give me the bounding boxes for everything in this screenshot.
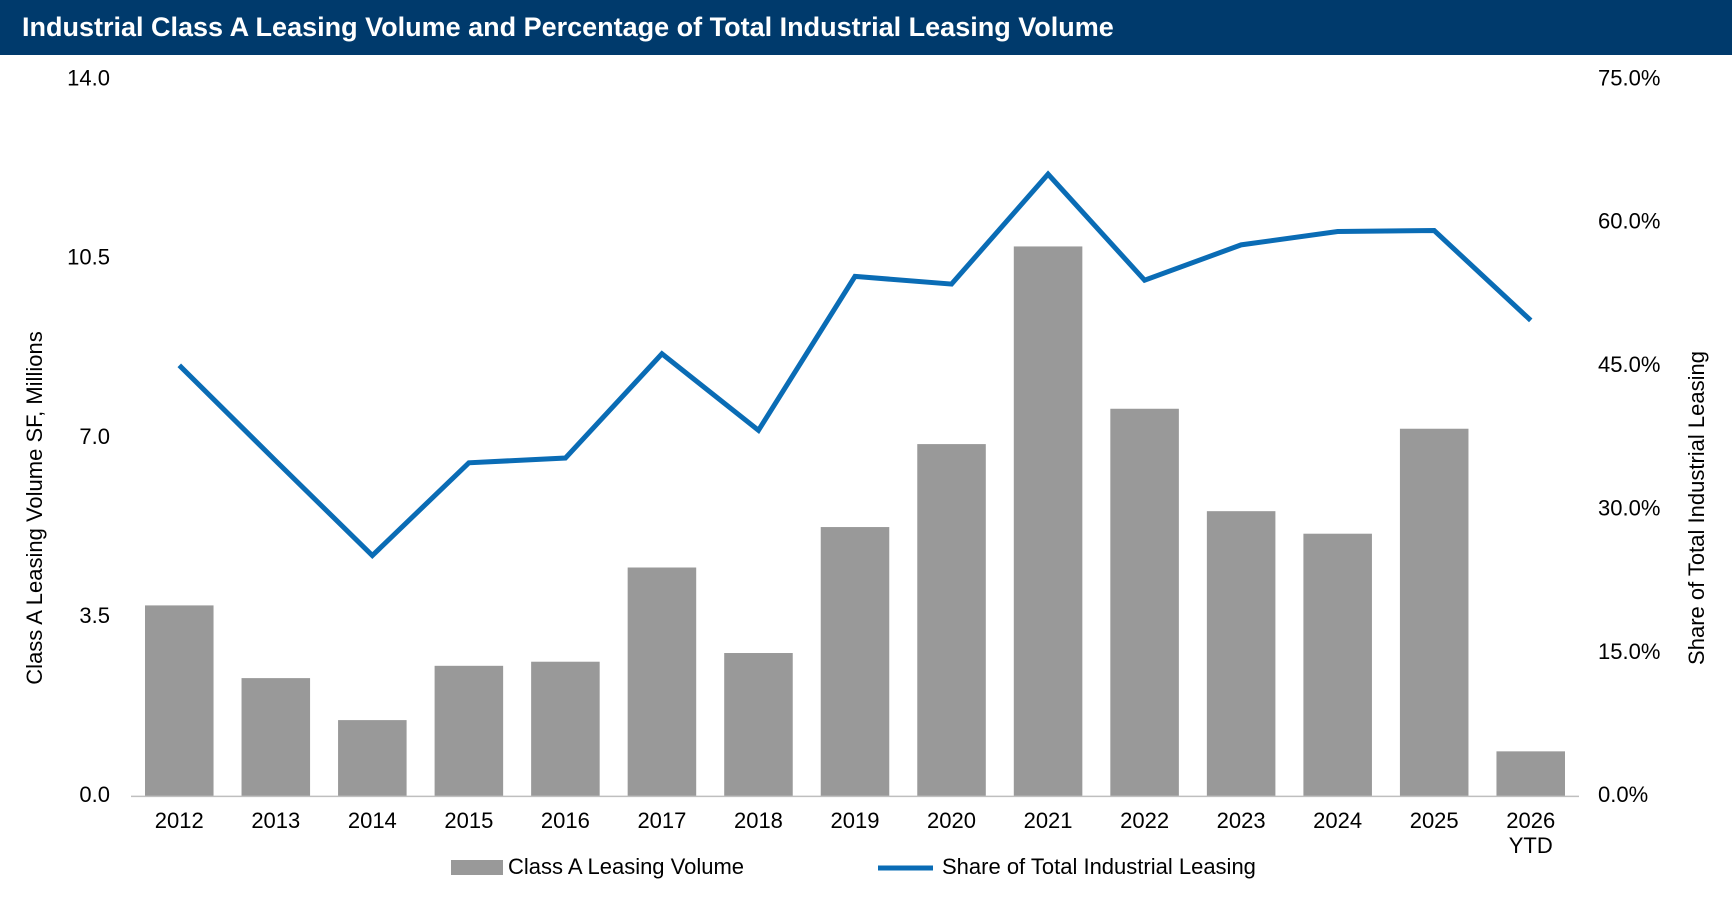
bar xyxy=(820,527,890,797)
bar xyxy=(1496,751,1566,797)
y-axis-title: Class A Leasing Volume SF, Millions xyxy=(22,331,47,684)
y2-tick-label: 75.0% xyxy=(1598,65,1660,90)
x-tick-label: 2019 xyxy=(830,808,880,834)
x-tick-label: 2023 xyxy=(1216,808,1266,834)
bar xyxy=(1013,246,1083,797)
line xyxy=(177,170,1533,560)
y-tick-label: 10.5 xyxy=(67,245,110,270)
bar xyxy=(531,661,600,797)
bar xyxy=(1399,428,1469,797)
title-bar xyxy=(0,0,1732,55)
bar xyxy=(434,665,504,797)
bar xyxy=(1206,511,1276,797)
y2-tick-label: 60.0% xyxy=(1598,209,1660,234)
x-tick-label: 2015 xyxy=(444,808,494,834)
x-tick-label: 2018 xyxy=(733,808,783,834)
y2-axis-title: Share of Total Industrial Leasing xyxy=(1684,351,1709,665)
chart-title: Industrial Class A Leasing Volume and Pe… xyxy=(22,12,1114,42)
bar xyxy=(724,653,793,797)
bar xyxy=(1303,533,1372,797)
legend-label: Class A Leasing Volume xyxy=(508,854,744,879)
y-tick-label: 0.0 xyxy=(79,782,110,807)
y2-tick-label: 0.0% xyxy=(1598,782,1648,807)
y-tick-label: 14.0 xyxy=(67,65,110,90)
x-tick-label: 2017 xyxy=(637,808,687,834)
x-tick-label: 2021 xyxy=(1023,808,1073,834)
x-tick-label: 2026 YTD xyxy=(1506,808,1556,859)
y-tick-label: 3.5 xyxy=(79,603,110,628)
y2-tick-label: 45.0% xyxy=(1598,352,1660,377)
bar xyxy=(144,605,214,797)
legend-swatch xyxy=(451,860,503,875)
bar xyxy=(917,444,986,797)
x-tick-label: 2024 xyxy=(1313,808,1363,834)
x-tick-label: 2013 xyxy=(251,808,301,834)
bar xyxy=(241,678,311,797)
x-tick-label: 2020 xyxy=(927,808,976,834)
y2-tick-label: 15.0% xyxy=(1598,639,1660,664)
y2-tick-label: 30.0% xyxy=(1598,495,1660,520)
bar xyxy=(338,720,407,797)
x-tick-label: 2014 xyxy=(347,808,397,834)
x-tick-label: 2022 xyxy=(1120,808,1170,834)
x-tick-label: 2012 xyxy=(154,808,204,834)
legend-label: Share of Total Industrial Leasing xyxy=(942,854,1256,879)
bar xyxy=(627,567,697,797)
y-tick-label: 7.0 xyxy=(79,424,110,449)
bar xyxy=(1110,408,1179,797)
x-tick-label: 2025 xyxy=(1409,808,1459,834)
x-tick-label: 2016 xyxy=(540,808,590,834)
